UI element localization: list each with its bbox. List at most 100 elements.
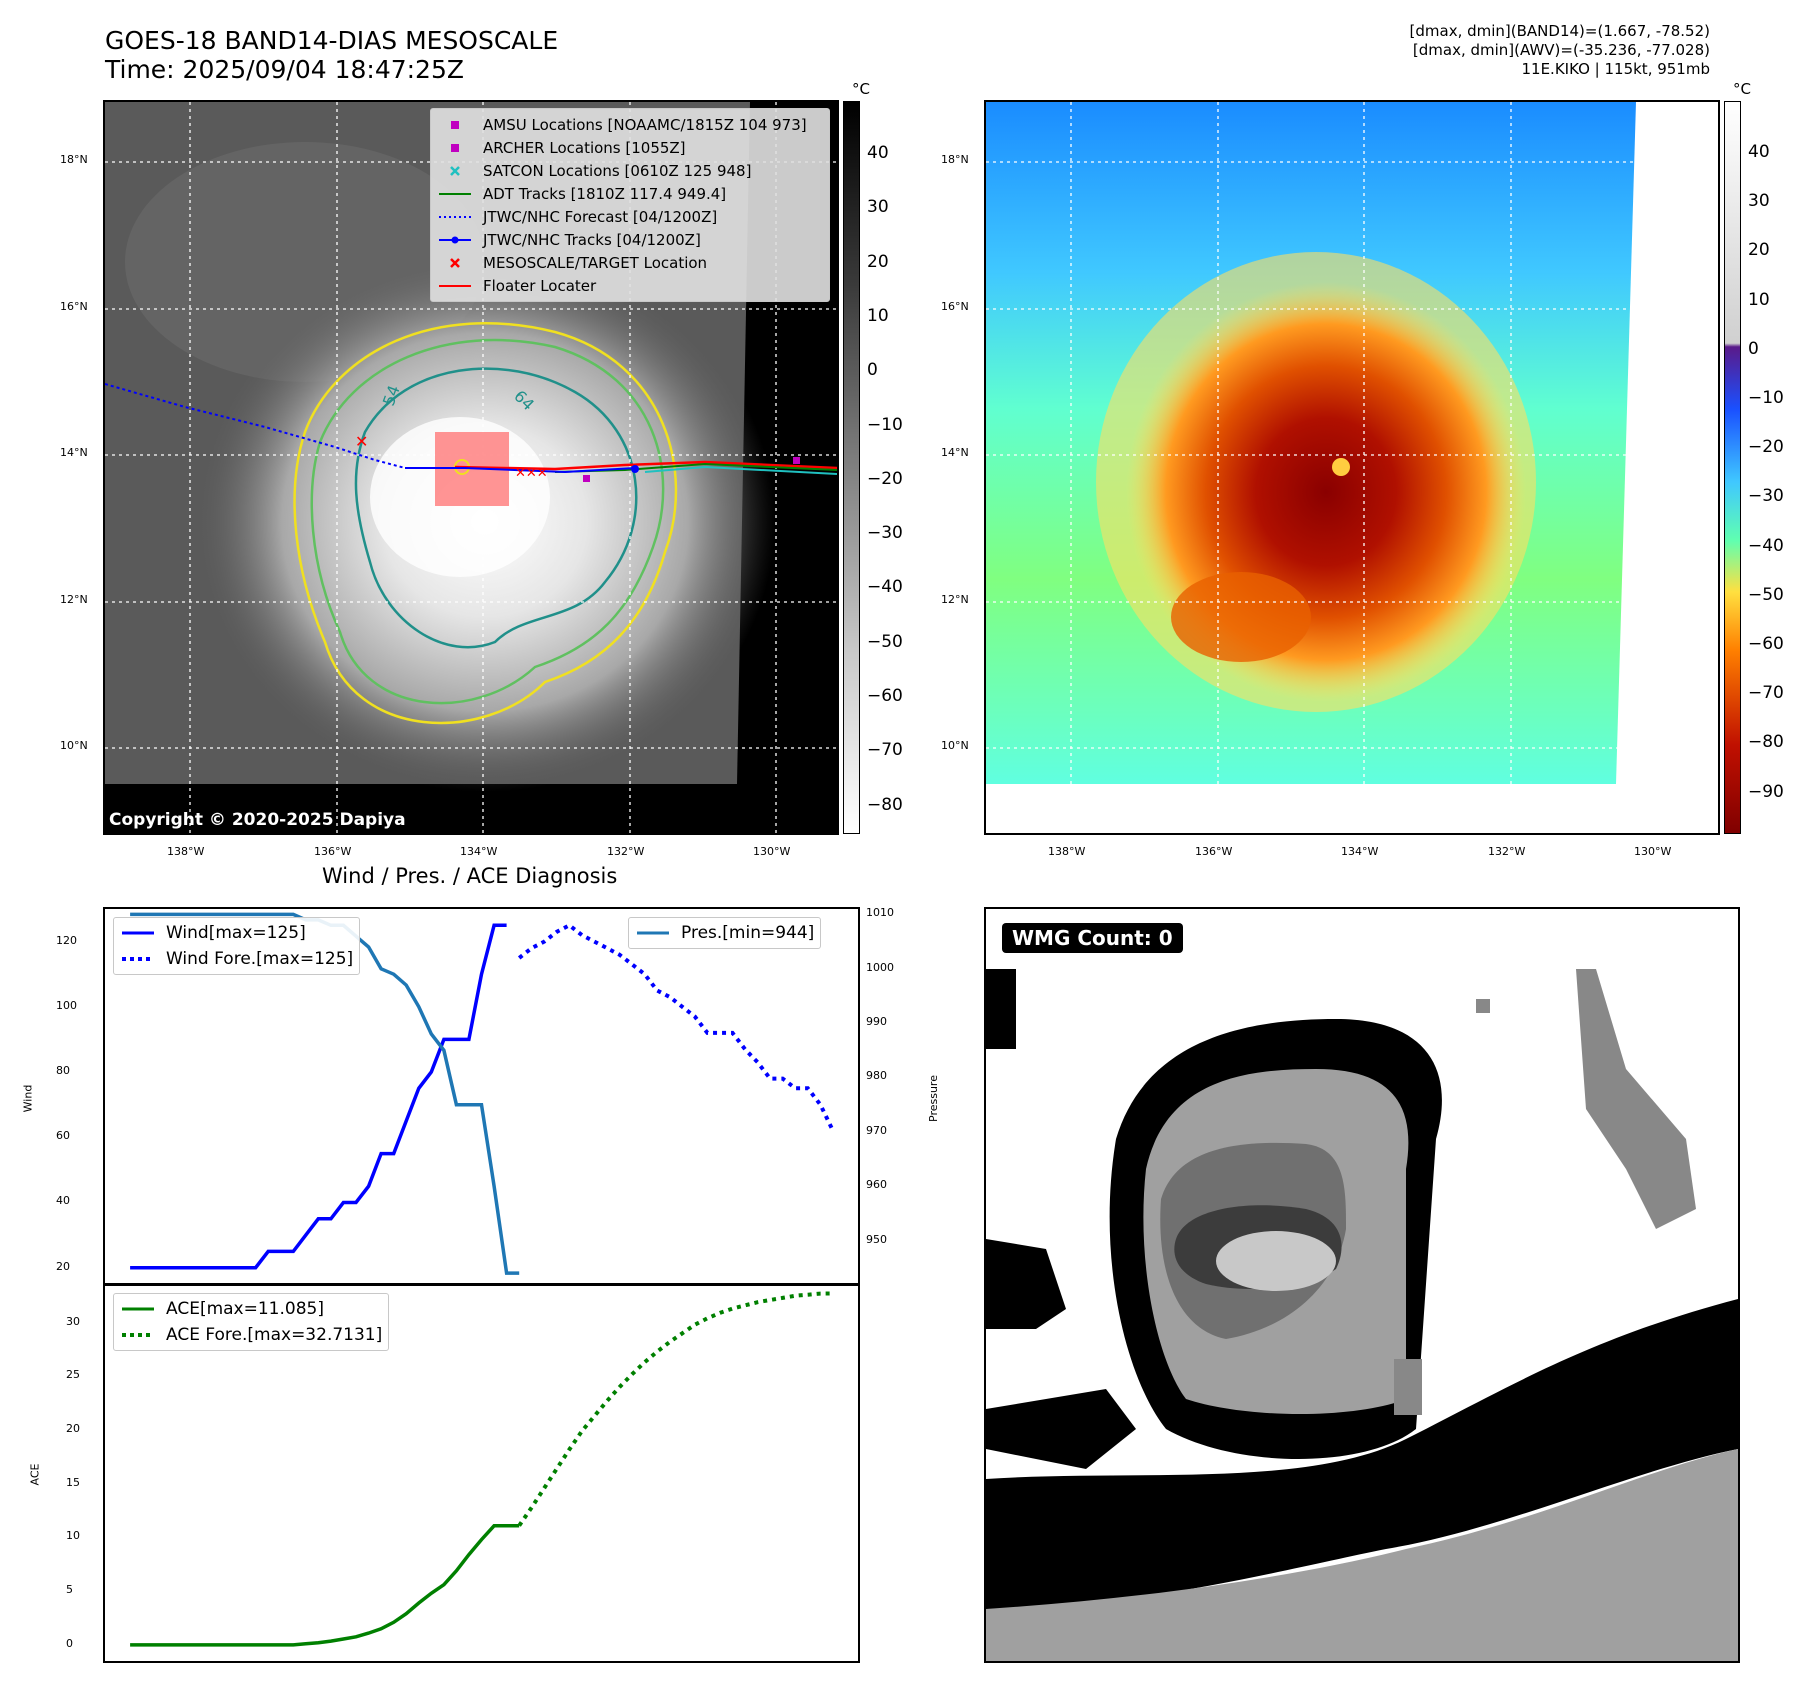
legend-item-amsu: AMSU Locations [NOAAMC/1815Z 104 973]: [437, 113, 823, 136]
colorbar-left-tick: −40: [867, 577, 903, 598]
colorbar-right-tick: −10: [1748, 388, 1784, 408]
title-line-1: GOES-18 BAND14-DIAS MESOSCALE: [105, 26, 559, 55]
pressure-tick: 980: [866, 1069, 887, 1083]
figure-title: GOES-18 BAND14-DIAS MESOSCALE Time: 2025…: [105, 26, 558, 84]
lon-label-136-right: 136°W: [1195, 845, 1233, 858]
ace-fore-dotted-icon: [120, 1325, 156, 1345]
track-line-dot-icon: [437, 230, 473, 250]
pressure-tick: 1000: [866, 960, 894, 974]
lat-label-12-right: 12°N: [941, 593, 969, 606]
colorbar-right-tick: −60: [1748, 634, 1784, 654]
lat-label-14-right: 14°N: [941, 446, 969, 459]
lon-label-132-right: 132°W: [1488, 845, 1526, 858]
lon-label-130-left: 130°W: [753, 845, 791, 858]
legend-wind: Wind[max=125]: [120, 920, 353, 946]
legend-item-satcon: SATCON Locations [0610Z 125 948]: [437, 159, 823, 182]
ace-tick: 10: [66, 1529, 80, 1543]
colorbar-right: [1724, 101, 1741, 834]
lon-label-138-left: 138°W: [167, 845, 205, 858]
legend-item-adt: ADT Tracks [1810Z 117.4 949.4]: [437, 182, 823, 205]
ace-tick: 15: [66, 1475, 80, 1489]
lat-label-14-left: 14°N: [60, 446, 88, 459]
adt-line-icon: [437, 184, 473, 204]
colorbar-right-tick: 0: [1748, 338, 1759, 359]
series-line-ace-fore-max-: [517, 1291, 833, 1527]
diagnosis-title: Wind / Pres. / ACE Diagnosis: [322, 864, 618, 888]
series-line-ace-max-: [130, 1524, 520, 1647]
colorbar-right-tick: −70: [1748, 683, 1784, 704]
colorbar-right-tick: −30: [1748, 486, 1784, 507]
ace-chart: [130, 1291, 833, 1647]
info-line-2: [dmax, dmin](AWV)=(-35.236, -77.028): [1412, 41, 1710, 59]
lat-label-18-right: 18°N: [941, 153, 969, 166]
forecast-dotted-icon: [437, 207, 473, 227]
lat-label-12-left: 12°N: [60, 593, 88, 606]
colorbar-left-tick: 30: [867, 197, 889, 218]
lat-label-16-right: 16°N: [941, 300, 969, 313]
amsu-square-icon: [437, 115, 473, 135]
series-line-wind-fore-max-: [517, 922, 835, 1132]
wind-tick: 80: [56, 1064, 70, 1078]
colorbar-right-tick: −80: [1748, 732, 1784, 753]
colorbar-right-tick: −20: [1748, 437, 1784, 458]
ace-tick: 20: [66, 1422, 80, 1436]
lon-label-136-left: 136°W: [314, 845, 352, 858]
legend-item-jtwc-tracks: JTWC/NHC Tracks [04/1200Z]: [437, 228, 823, 251]
colorbar-left-tick: −50: [867, 631, 903, 652]
legend-item-archer: ARCHER Locations [1055Z]: [437, 136, 823, 159]
lon-label-134-left: 134°W: [460, 845, 498, 858]
colorbar-left-tick: 20: [867, 251, 889, 272]
legend-ace-fore: ACE Fore.[max=32.7131]: [120, 1322, 382, 1348]
ace-tick: 5: [66, 1583, 73, 1597]
colorbar-right-tick: 20: [1748, 240, 1770, 261]
legend-item-mesoscale: MESOSCALE/TARGET Location: [437, 251, 823, 274]
colorbar-left-tick: −20: [867, 468, 903, 489]
wind-tick: 100: [56, 998, 77, 1012]
contour-green: [310, 338, 665, 705]
legend-item-jtwc-forecast: JTWC/NHC Forecast [04/1200Z]: [437, 205, 823, 228]
pressure-legend: Pres.[min=944]: [628, 917, 822, 949]
wind-tick: 20: [56, 1259, 70, 1273]
wmg-panel: WMG Count: 0: [984, 907, 1740, 1663]
lat-label-10-right: 10°N: [941, 739, 969, 752]
wind-pressure-panel: Wind[max=125] Wind Fore.[max=125] Pres.[…: [103, 907, 860, 1286]
lat-label-18-left: 18°N: [60, 153, 88, 166]
colorbar-right-tick: −50: [1748, 584, 1784, 605]
colorbar-right-tick: 40: [1748, 142, 1770, 162]
copyright-text: Copyright © 2020-2025 Dapiya: [109, 810, 406, 830]
title-line-2: Time: 2025/09/04 18:47:25Z: [105, 55, 464, 84]
colorbar-left-tick: 40: [867, 143, 889, 163]
legend-pressure: Pres.[min=944]: [635, 920, 814, 946]
legend-item-floater: Floater Locater: [437, 274, 823, 297]
wind-tick: 40: [56, 1194, 70, 1208]
pressure-ylabel: Pressure: [926, 1075, 940, 1122]
wind-tick: 60: [56, 1129, 70, 1143]
legend-ace: ACE[max=11.085]: [120, 1296, 382, 1322]
colorbar-left-tick: 10: [867, 305, 889, 326]
ace-line-icon: [120, 1299, 156, 1319]
pressure-tick: 960: [866, 1178, 887, 1192]
floater-line-icon: [437, 276, 473, 296]
ace-ylabel: ACE: [28, 1463, 42, 1486]
color-gridlines: [986, 102, 1718, 833]
floater-line: [454, 460, 837, 471]
ace-tick: 30: [66, 1314, 80, 1328]
storm-eye: [1332, 458, 1350, 476]
pressure-tick: 1010: [866, 906, 894, 920]
wind-fore-dotted-icon: [120, 949, 156, 969]
wmg-count-badge: WMG Count: 0: [1002, 923, 1183, 953]
color-map-panel: [984, 100, 1720, 835]
colorbar-left-tick: −70: [867, 740, 903, 761]
ace-tick: 25: [66, 1368, 80, 1382]
wind-line-icon: [120, 923, 156, 943]
colorbar-unit-right: °C: [1733, 80, 1751, 98]
colorbar-unit-left: °C: [852, 80, 870, 98]
colorbar-left-tick: −30: [867, 523, 903, 544]
jtwc-track: [405, 467, 636, 474]
pressure-tick: 970: [866, 1123, 887, 1137]
storm-info: [dmax, dmin](BAND14)=(1.667, -78.52) [dm…: [1410, 22, 1710, 79]
colorbar-right-tick: 30: [1748, 191, 1770, 212]
wind-ylabel: Wind: [21, 1084, 35, 1113]
wind-tick: 120: [56, 933, 77, 947]
info-line-1: [dmax, dmin](BAND14)=(1.667, -78.52): [1409, 22, 1710, 40]
